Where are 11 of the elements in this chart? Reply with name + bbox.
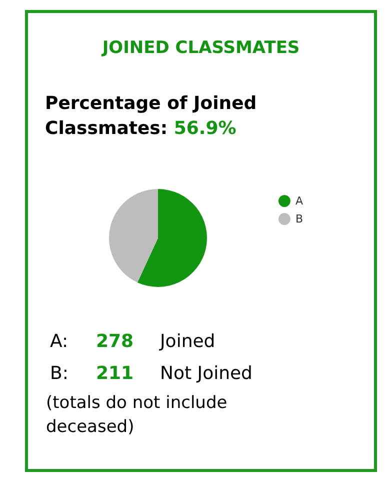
text: 211 <box>96 362 135 386</box>
legend-label: B <box>295 212 303 226</box>
text: (totals do not include deceased) <box>46 392 228 439</box>
chart-subtitle: Percentage of Joined Classmates: 56.9% <box>45 92 258 141</box>
legend-label: A <box>295 194 304 208</box>
text: 278 <box>96 330 135 354</box>
text: A: <box>50 330 70 354</box>
text: Not Joined <box>160 362 252 386</box>
chart-title: JOINED CLASSMATES <box>100 38 301 58</box>
text: Joined <box>160 330 216 354</box>
text: B: <box>50 362 70 386</box>
